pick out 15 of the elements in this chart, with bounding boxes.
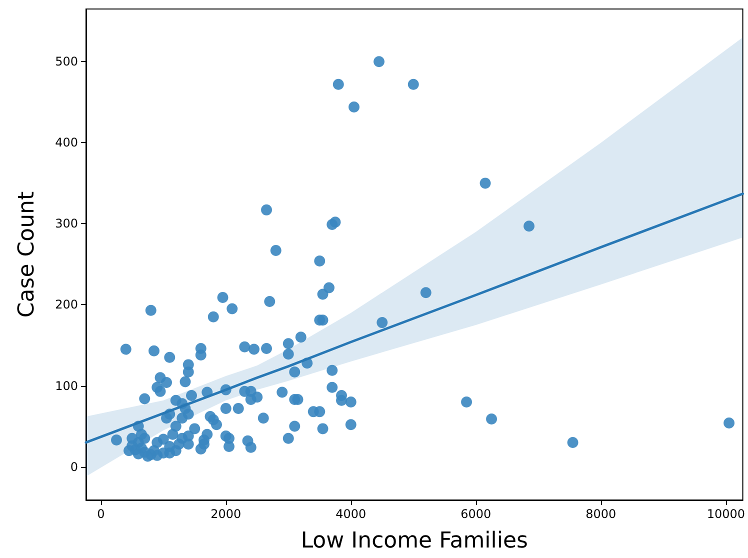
x-tick-label: 10000 (706, 507, 746, 521)
y-tick-label: 400 (55, 136, 78, 150)
x-tick-label: 6000 (460, 507, 492, 521)
y-axis-title: Case Count (14, 191, 40, 318)
y-tick-label: 300 (55, 216, 78, 231)
y-tick-label: 200 (55, 298, 78, 312)
y-tick-label: 500 (55, 54, 78, 69)
line-series (84, 192, 744, 444)
x-axis-title: Low Income Families (300, 528, 528, 554)
x-tick-label: 2000 (210, 507, 242, 521)
y-tick-label: 100 (55, 378, 78, 393)
x-tick-label: 4000 (336, 507, 366, 521)
y-tick-label: 0 (70, 460, 78, 474)
x-tick-label: 0 (97, 507, 105, 521)
x-tick-label: 8000 (586, 507, 616, 521)
